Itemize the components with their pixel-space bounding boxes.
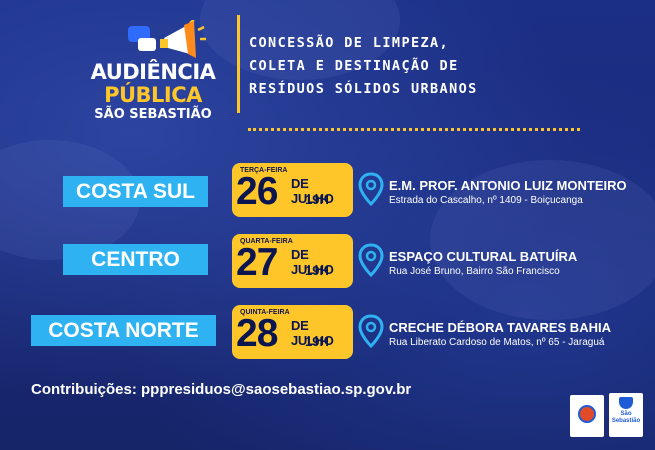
page-title: CONCESSÃO DE LIMPEZA, COLETA E DESTINAÇÃ… [249,32,649,101]
date-badge: QUINTA-FEIRA 28 DE JULHO 19H [232,305,353,359]
contact-email: Contribuições: pppresiduos@saosebastiao.… [31,381,412,398]
title-line: RESÍDUOS SÓLIDOS URBANOS [249,81,478,97]
city-logo-line: Sebastião [611,418,641,424]
logo-subtitle: PÚBLICA [104,83,202,107]
shield-icon [619,397,633,409]
venue-address: Estrada do Cascalho, nº 1409 - Boiçucang… [389,195,583,206]
logo-title: AUDIÊNCIA [90,60,216,84]
date-badge: TERÇA-FEIRA 26 DE JULHO 19H [232,163,353,217]
title-line: CONCESSÃO DE LIMPEZA, [249,35,450,51]
date-badge: QUARTA-FEIRA 27 DE JULHO 19H [232,234,353,288]
month: DE JULHO [291,247,334,277]
speech-bubble-icon [138,38,156,51]
audiencia-publica-logo: AUDIÊNCIA PÚBLICA SÃO SEBASTIÃO [78,16,228,126]
logo-city: SÃO SEBASTIÃO [94,107,212,122]
megaphone-icon [160,20,206,58]
weekday: TERÇA-FEIRA [240,167,288,174]
seal-logo [570,395,604,437]
venue-name: ESPAÇO CULTURAL BATUÍRA [389,249,578,264]
background-blur [430,160,655,320]
event-time: 19H [305,263,329,278]
city-logo: São Sebastião [609,393,643,437]
venue-name: E.M. PROF. ANTONIO LUIZ MONTEIRO [389,178,627,193]
weekday: QUARTA-FEIRA [240,238,293,245]
city-logo-line: São [620,411,632,417]
day-number: 26 [236,170,278,213]
map-pin-icon [358,243,384,277]
seal-emblem-icon [578,405,596,423]
dotted-divider [248,128,580,131]
venue-name: CRECHE DÉBORA TAVARES BAHIA [389,320,611,335]
header-divider [237,15,240,113]
day-number: 27 [236,241,278,284]
city-logo-text: São Sebastião [609,411,643,425]
map-pin-icon [358,172,384,206]
month: DE JULHO [291,318,334,348]
day-number: 28 [236,312,278,355]
region-label: COSTA NORTE [31,315,216,346]
event-time: 19H [305,192,329,207]
month: DE JULHO [291,176,334,206]
region-label: CENTRO [63,244,208,275]
weekday: QUINTA-FEIRA [240,309,290,316]
venue-address: Rua Liberato Cardoso de Matos, nº 65 - J… [389,337,605,348]
region-label: COSTA SUL [63,176,208,207]
map-pin-icon [358,314,384,348]
venue-address: Rua José Bruno, Bairro São Francisco [389,266,560,277]
event-time: 19H [305,334,329,349]
title-line: COLETA E DESTINAÇÃO DE [249,58,459,74]
